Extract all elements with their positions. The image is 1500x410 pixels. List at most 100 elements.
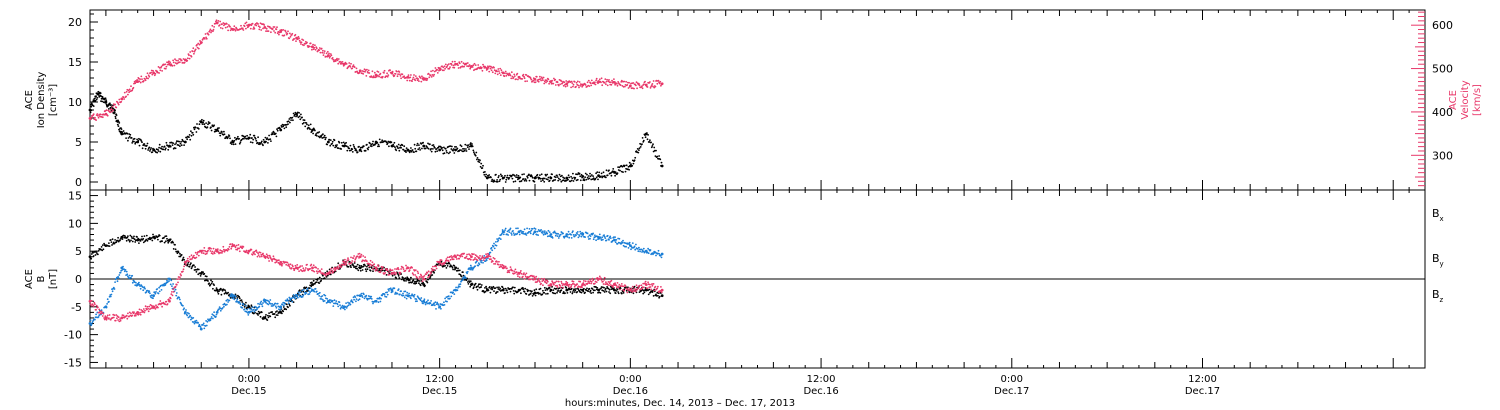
trace-dot (118, 122, 121, 124)
trace-dot (573, 235, 576, 238)
trace-dot (130, 136, 133, 139)
trace-dot (213, 311, 216, 314)
trace-dot (174, 58, 176, 61)
trace-dot (139, 239, 142, 242)
trace-dot (489, 255, 492, 258)
trace-dot (171, 294, 174, 297)
trace-dot (368, 72, 371, 74)
trace-dot (399, 271, 402, 274)
trace-dot (516, 232, 519, 235)
trace-dot (637, 250, 640, 253)
trace-dot (402, 148, 405, 151)
trace-dot (496, 179, 498, 181)
trace-dot (198, 323, 201, 326)
trace-dot (185, 58, 187, 61)
trace-dot (141, 235, 143, 238)
trace-dot (315, 290, 318, 293)
trace-dot (188, 265, 191, 268)
trace-dot (251, 22, 254, 25)
data-point (136, 310, 140, 314)
trace-dot (266, 319, 269, 321)
trace-dot (474, 257, 476, 259)
trace-dot (243, 308, 246, 310)
trace-dot (546, 232, 549, 235)
trace-dot (496, 238, 498, 240)
trace-dot (219, 20, 222, 23)
trace-dot (314, 287, 317, 290)
trace-dot (413, 296, 415, 298)
trace-dot (318, 47, 321, 49)
trace-dot (499, 287, 502, 290)
trace-dot (504, 229, 506, 232)
trace-dot (95, 119, 97, 121)
trace-dot (267, 303, 270, 306)
trace-dot (595, 172, 597, 175)
trace-dot (387, 74, 390, 76)
trace-dot (372, 268, 374, 270)
trace-dot (370, 295, 373, 298)
trace-dot (595, 79, 597, 82)
trace-dot (158, 146, 161, 149)
trace-dot (554, 292, 557, 295)
trace-dot (587, 290, 590, 293)
trace-dot (398, 277, 401, 279)
trace-dot (174, 143, 176, 146)
trace-dot (641, 143, 643, 146)
trace-dot (539, 292, 541, 295)
trace-dot (426, 281, 429, 284)
trace-dot (116, 280, 119, 283)
trace-dot (126, 236, 129, 239)
trace-dot (164, 303, 167, 306)
trace-dot (302, 294, 305, 297)
trace-dot (423, 275, 426, 277)
trace-dot (210, 247, 212, 250)
trace-dot (156, 288, 159, 290)
trace-dot (567, 178, 569, 181)
trace-dot (197, 127, 200, 130)
trace-dot (373, 263, 376, 266)
trace-dot (344, 305, 347, 308)
trace-dot (586, 232, 589, 235)
trace-dot (599, 292, 602, 294)
trace-dot (202, 324, 205, 326)
trace-dot (398, 71, 401, 73)
trace-dot (402, 266, 404, 269)
trace-dot (633, 159, 636, 162)
trace-dot (123, 270, 126, 273)
trace-dot (323, 52, 325, 54)
trace-dot (365, 270, 368, 273)
trace-dot (170, 293, 173, 295)
trace-dot (189, 138, 192, 141)
trace-dot (315, 133, 318, 135)
trace-dot (143, 143, 146, 145)
trace-dot (257, 302, 259, 305)
trace-dot (404, 149, 407, 152)
trace-dot (455, 286, 457, 289)
data-point (104, 100, 108, 104)
trace-dot (530, 278, 533, 280)
trace-dot (360, 292, 363, 295)
trace-dot (469, 268, 472, 271)
trace-dot (509, 266, 512, 268)
trace-dot (610, 174, 613, 177)
trace-dot (614, 241, 617, 244)
trace-dot (193, 254, 195, 257)
trace-dot (206, 320, 209, 323)
trace-dot (537, 234, 539, 237)
trace-dot (240, 299, 243, 301)
trace-dot (147, 149, 150, 151)
trace-dot (105, 109, 108, 112)
trace-dot (658, 252, 660, 255)
trace-dot (533, 180, 536, 183)
trace-dot (201, 41, 203, 44)
trace-dot (476, 259, 479, 262)
trace-dot (183, 144, 186, 147)
trace-dot (134, 281, 137, 284)
data-point (311, 128, 314, 132)
trace-dot (557, 233, 560, 235)
trace-dot (638, 82, 640, 85)
trace-dot (498, 72, 501, 74)
trace-dot (337, 58, 340, 60)
trace-dot (466, 253, 468, 256)
trace-dot (403, 145, 406, 148)
